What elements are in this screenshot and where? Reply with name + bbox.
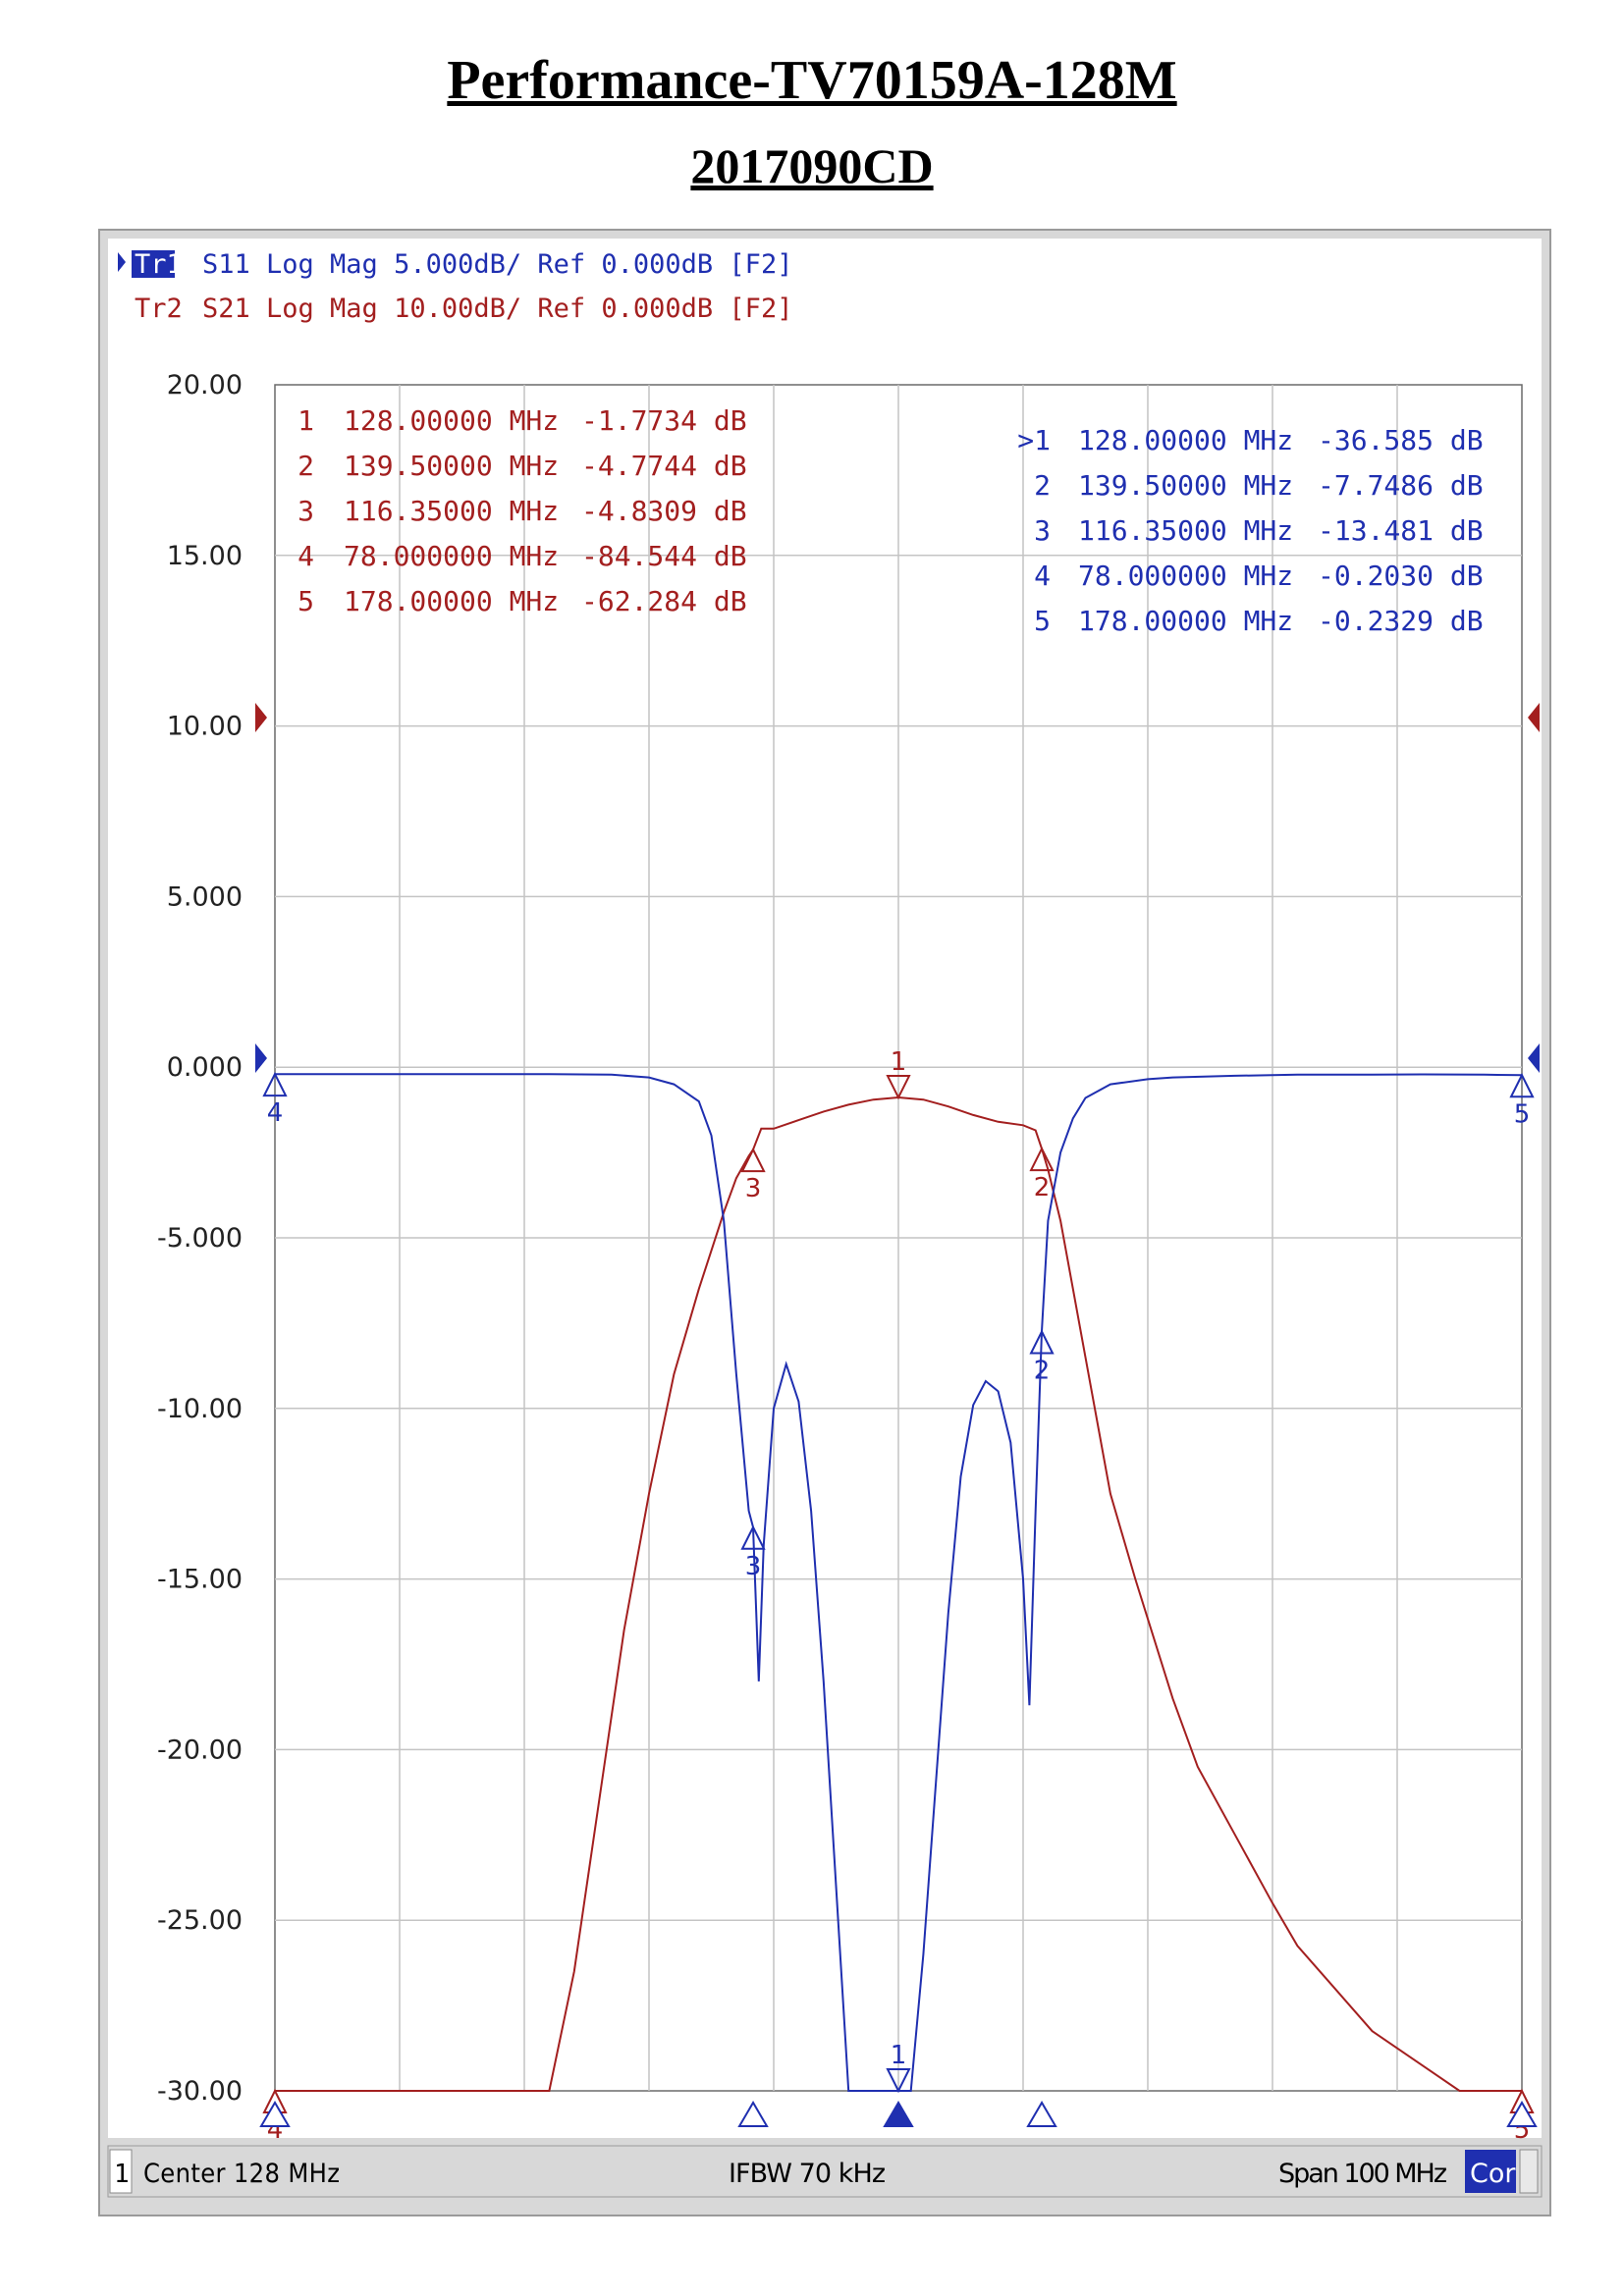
correction-indicator[interactable] [1465,2150,1516,2193]
bottom-marker-5-icon[interactable] [1506,2101,1538,2127]
s21-marker-table: 1 128.00000 MHz -1.7734 dB 2 139.50000 MHz -4… [298,404,746,617]
y-tick-label: 15.00 [167,541,243,571]
s21-marker-number: 5 [298,585,314,617]
trace-header: Tr1 S11 Log Mag 5.000dB/ Ref 0.000dB [F2… [118,249,792,324]
s21-marker-value: -1.7734 dB [581,404,747,437]
s21-marker-frequency: 116.35000 MHz [344,495,559,527]
s11-marker-frequency: 178.00000 MHz [1078,605,1293,637]
s21-marker-value: -84.544 dB [581,540,747,572]
bottom-marker-2-icon[interactable] [1026,2101,1057,2127]
y-tick-label: -20.00 [157,1735,243,1765]
s11-marker-1-icon[interactable] [886,2068,911,2094]
s21-marker-2-icon[interactable] [1029,1146,1055,1172]
s11-marker-4-label: 4 [267,1098,284,1128]
s11-marker-value: -0.2329 dB [1318,605,1484,637]
s11-marker-number: 2 [1034,469,1051,502]
s11-marker-frequency: 78.000000 MHz [1078,560,1293,592]
s21-marker-1-label: 1 [891,1047,907,1077]
y-tick-label: -15.00 [157,1565,243,1595]
y-tick-label: -10.00 [157,1394,243,1424]
s11-marker-4-icon[interactable] [262,1071,288,1097]
status-bar: 1 Center 128 MHz IFBW 70 kHz Span 100 MH… [107,2145,1543,2198]
s11-marker-frequency: 116.35000 MHz [1078,514,1293,547]
s11-trace [275,1073,1523,2092]
active-trace-indicator-icon [118,252,126,272]
if-bandwidth[interactable]: IFBW 70 kHz [729,2159,886,2189]
s11-marker-5-label: 5 [1514,1099,1531,1129]
s21-trace [275,1095,1522,2092]
channel-number[interactable]: 1 [114,2160,130,2189]
s11-marker-number: 5 [1034,605,1051,637]
y-tick-label: 5.000 [167,881,243,912]
network-analyzer-screen: Tr1 S11 Log Mag 5.000dB/ Ref 0.000dB [F2… [98,229,1551,2216]
y-tick-label: -5.000 [157,1223,243,1254]
s21-marker-frequency: 78.000000 MHz [344,540,559,572]
s11-marker-number: 3 [1034,514,1051,547]
s11-marker-frequency: 139.50000 MHz [1078,469,1293,502]
s21-marker-3-icon[interactable] [740,1147,766,1173]
s11-marker-1-label: 1 [891,2041,907,2070]
frequency-span[interactable]: Span 100 MHz [1278,2159,1447,2189]
s21-reference-right-arrow-icon [1528,703,1540,732]
channel-indicator-box[interactable] [109,2149,133,2194]
s11-marker-3-icon[interactable] [740,1524,766,1550]
document-title: Performance-TV70159A-128M [447,50,1177,111]
s11-marker-number: >1 [1017,424,1051,456]
bottom-marker-1-icon[interactable] [883,2101,914,2127]
s21-marker-2-label: 2 [1034,1173,1051,1202]
status-spare-box [1519,2149,1539,2194]
s21-marker-1-icon[interactable] [886,1075,911,1100]
document-subtitle: 2017090CD [690,138,934,193]
trace-2-label[interactable]: Tr2 [135,294,183,324]
s11-marker-2-icon[interactable] [1029,1329,1055,1355]
s21-marker-number: 1 [298,404,314,437]
s11-reference-left-arrow-icon [255,1043,267,1073]
s11-marker-value: -0.2030 dB [1318,560,1484,592]
s21-marker-frequency: 139.50000 MHz [344,450,559,482]
s11-marker-frequency: 128.00000 MHz [1078,424,1293,456]
s21-marker-frequency: 128.00000 MHz [344,404,559,437]
s11-marker-value: -13.481 dB [1318,514,1484,547]
s21-marker-number: 2 [298,450,314,482]
s21-marker-3-label: 3 [745,1174,762,1203]
s21-reference-left-arrow-icon [255,703,267,732]
trace-1-settings[interactable]: S11 Log Mag 5.000dB/ Ref 0.000dB [F2] [202,249,792,280]
s11-marker-value: -36.585 dB [1318,424,1484,456]
s11-reference-right-arrow-icon [1528,1043,1540,1073]
y-tick-label: -30.00 [157,2076,243,2107]
bottom-marker-4-icon[interactable] [259,2101,291,2127]
s11-marker-value: -7.7486 dB [1318,469,1484,502]
trace-1-label-box[interactable] [132,250,175,278]
bottom-marker-indicators [259,2101,1538,2127]
center-frequency[interactable]: Center 128 MHz [143,2159,340,2189]
s11-marker-2-label: 2 [1034,1357,1051,1386]
s21-marker-frequency: 178.00000 MHz [344,585,559,617]
grid [275,385,1522,2091]
trace-1-label[interactable]: Tr1 [135,249,183,280]
analyzer-display: Tr1 S11 Log Mag 5.000dB/ Ref 0.000dB [F2… [107,239,1543,2198]
s11-marker-3-label: 3 [745,1552,762,1581]
y-tick-label: 20.00 [167,370,243,400]
s21-marker-number: 4 [298,540,314,572]
status-bar-background [107,2145,1543,2198]
y-tick-label: 10.00 [167,712,243,742]
s11-marker-number: 4 [1034,560,1051,592]
correction-label[interactable]: Cor [1470,2159,1516,2189]
s21-marker-value: -4.8309 dB [581,495,747,527]
s21-marker-value: -4.7744 dB [581,450,747,482]
bottom-marker-3-icon[interactable] [737,2101,769,2127]
y-tick-label: -25.00 [157,1905,243,1936]
y-tick-label: 0.000 [167,1052,243,1083]
trace-2-settings[interactable]: S21 Log Mag 10.00dB/ Ref 0.000dB [F2] [202,294,792,324]
s21-marker-number: 3 [298,495,314,527]
y-axis-tick-labels: 20.00 15.00 10.00 5.000 0.000 -5.000 -10.00 -15… [157,370,243,2107]
s11-marker-table: >1 128.00000 MHz -36.585 dB2 139.50000 MHz -… [1017,424,1483,637]
s11-marker-5-icon[interactable] [1509,1073,1535,1098]
s21-marker-value: -62.284 dB [581,585,747,617]
